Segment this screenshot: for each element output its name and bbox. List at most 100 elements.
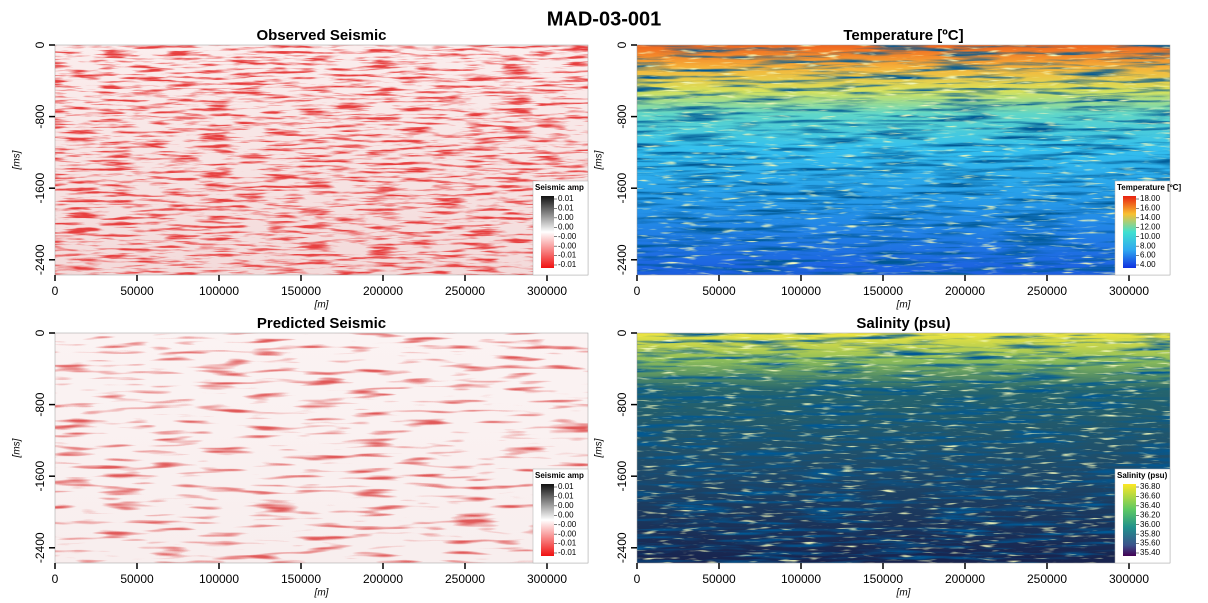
panel: Temperature [ºC] 0 50000 100000 150000 200000… xyxy=(594,27,1182,311)
colorbar-label: 0.00 xyxy=(558,510,574,519)
x-tick-label: 50000 xyxy=(120,284,154,298)
colorbar-label: -0.00 xyxy=(558,529,577,538)
x-tick-label: 0 xyxy=(634,572,641,586)
x-tick-label: 150000 xyxy=(281,284,321,298)
panel: Observed Seismic 0 50000 100000 150000 200000… xyxy=(12,27,589,311)
x-axis-label: [m] xyxy=(896,588,911,599)
x-tick-label: 0 xyxy=(52,284,59,298)
y-axis-label: [ms] xyxy=(594,150,605,170)
y-tick-label: -2400 xyxy=(33,532,47,563)
y-tick-label: -800 xyxy=(33,104,47,128)
y-tick-label: -1600 xyxy=(33,461,47,492)
x-axis-label: [m] xyxy=(896,300,911,311)
plot-frame xyxy=(54,44,589,276)
colorbar-label: 0.00 xyxy=(558,501,574,510)
plot-frame xyxy=(54,332,589,564)
panel-title: Observed Seismic xyxy=(256,27,386,44)
y-axis-label: [ms] xyxy=(12,438,23,458)
colorbar-label: -0.01 xyxy=(558,548,577,557)
plot-frame xyxy=(636,332,1171,564)
x-tick-label: 100000 xyxy=(781,572,821,586)
y-tick-label: -1600 xyxy=(33,173,47,204)
y-tick-label: -800 xyxy=(615,392,629,416)
colorbar-title: Salinity (psu) xyxy=(1117,471,1168,480)
colorbar-label: 10.00 xyxy=(1140,232,1161,241)
x-tick-label: 300000 xyxy=(527,284,567,298)
y-tick-label: 0 xyxy=(33,329,47,336)
colorbar-label: 36.00 xyxy=(1140,520,1161,529)
x-tick-label: 150000 xyxy=(281,572,321,586)
colorbar-label: 4.00 xyxy=(1140,260,1156,269)
colorbar xyxy=(541,484,554,556)
colorbar-label: 0.00 xyxy=(558,222,574,231)
colorbar-label: 0.00 xyxy=(558,213,574,222)
colorbar-label: 8.00 xyxy=(1140,241,1156,250)
y-axis-label: [ms] xyxy=(594,438,605,458)
colorbar xyxy=(1123,484,1136,556)
x-tick-label: 150000 xyxy=(863,572,903,586)
colorbar-label: 14.00 xyxy=(1140,213,1161,222)
y-tick-label: -1600 xyxy=(615,173,629,204)
x-tick-label: 250000 xyxy=(1027,284,1067,298)
colorbar-label: 18.00 xyxy=(1140,194,1161,203)
x-tick-label: 50000 xyxy=(702,572,736,586)
x-tick-label: 50000 xyxy=(120,572,154,586)
x-tick-label: 0 xyxy=(634,284,641,298)
figure-title: MAD-03-001 xyxy=(547,8,661,30)
colorbar-label: 16.00 xyxy=(1140,204,1161,213)
x-tick-label: 200000 xyxy=(945,572,985,586)
x-axis-label: [m] xyxy=(314,300,329,311)
colorbar-label: 35.80 xyxy=(1140,529,1161,538)
colorbar-label: -0.01 xyxy=(558,539,577,548)
x-tick-label: 150000 xyxy=(863,284,903,298)
colorbar-label: -0.01 xyxy=(558,260,577,269)
y-tick-label: -800 xyxy=(615,104,629,128)
colorbar-label: 35.60 xyxy=(1140,539,1161,548)
panel-title: Predicted Seismic xyxy=(257,315,386,332)
colorbar-label: 36.20 xyxy=(1140,510,1161,519)
y-tick-label: -2400 xyxy=(33,244,47,275)
panel: Salinity (psu) 0 50000 100000 150000 200000 25… xyxy=(594,315,1171,599)
x-axis-label: [m] xyxy=(314,588,329,599)
panel-title: Temperature [ºC] xyxy=(843,27,963,44)
panel: Predicted Seismic 0 50000 100000 150000 20000… xyxy=(12,315,589,599)
colorbar-label: 12.00 xyxy=(1140,222,1161,231)
colorbar-label: 0.01 xyxy=(558,482,574,491)
y-tick-label: -2400 xyxy=(615,244,629,275)
y-tick-label: 0 xyxy=(33,41,47,48)
colorbar-label: 6.00 xyxy=(1140,251,1156,260)
y-axis-label: [ms] xyxy=(12,150,23,170)
colorbar-title: Seismic amp xyxy=(535,471,584,480)
x-tick-label: 200000 xyxy=(363,284,403,298)
y-tick-label: -2400 xyxy=(615,532,629,563)
x-tick-label: 300000 xyxy=(527,572,567,586)
x-tick-label: 200000 xyxy=(945,284,985,298)
x-tick-label: 250000 xyxy=(1027,572,1067,586)
colorbar xyxy=(541,196,554,268)
plot-frame xyxy=(636,44,1171,276)
y-tick-label: -800 xyxy=(33,392,47,416)
colorbar-label: 0.01 xyxy=(558,194,574,203)
colorbar-label: 36.40 xyxy=(1140,501,1161,510)
colorbar-title: Seismic amp xyxy=(535,183,584,192)
image-texture xyxy=(55,333,588,563)
image-texture xyxy=(55,45,588,275)
y-tick-label: -1600 xyxy=(615,461,629,492)
colorbar-label: 36.80 xyxy=(1140,482,1161,491)
colorbar-label: 0.01 xyxy=(558,204,574,213)
colorbar-label: 36.60 xyxy=(1140,492,1161,501)
y-tick-label: 0 xyxy=(615,329,629,336)
colorbar-label: -0.00 xyxy=(558,241,577,250)
x-tick-label: 250000 xyxy=(445,572,485,586)
colorbar-label: -0.01 xyxy=(558,251,577,260)
x-tick-label: 100000 xyxy=(199,572,239,586)
x-tick-label: 0 xyxy=(52,572,59,586)
colorbar-label: 35.40 xyxy=(1140,548,1161,557)
y-tick-label: 0 xyxy=(615,41,629,48)
colorbar-title: Temperature [ºC] xyxy=(1117,183,1181,192)
x-tick-label: 100000 xyxy=(199,284,239,298)
panel-title: Salinity (psu) xyxy=(856,315,950,332)
colorbar-label: -0.00 xyxy=(558,232,577,241)
image-texture xyxy=(637,333,1170,563)
